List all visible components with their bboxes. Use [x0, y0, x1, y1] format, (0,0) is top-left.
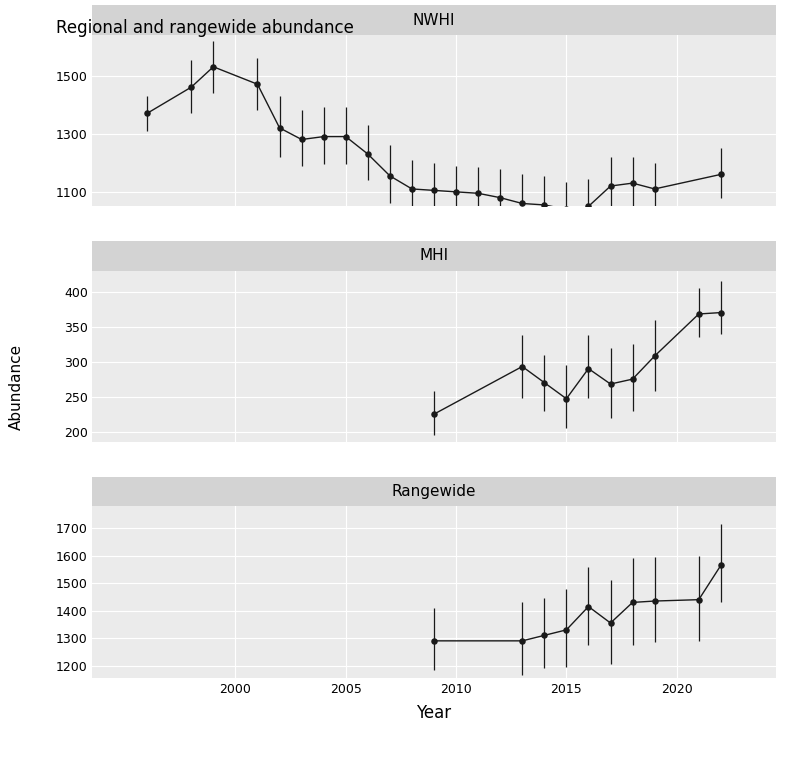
- Point: [560, 624, 573, 636]
- Text: Rangewide: Rangewide: [392, 484, 476, 499]
- Point: [560, 203, 573, 216]
- Point: [516, 197, 529, 209]
- Point: [383, 169, 396, 182]
- Point: [648, 595, 661, 608]
- Point: [450, 186, 462, 198]
- Point: [714, 559, 727, 571]
- Point: [427, 408, 440, 421]
- Text: NWHI: NWHI: [413, 12, 455, 28]
- Text: MHI: MHI: [419, 248, 449, 264]
- Point: [692, 308, 705, 320]
- Point: [604, 617, 617, 629]
- Point: [207, 60, 220, 73]
- Point: [538, 376, 550, 389]
- Point: [273, 121, 286, 134]
- Point: [648, 350, 661, 363]
- Point: [582, 363, 595, 375]
- Point: [362, 148, 374, 160]
- Text: Regional and rangewide abundance: Regional and rangewide abundance: [56, 19, 354, 37]
- Point: [626, 596, 639, 608]
- Point: [427, 184, 440, 196]
- Point: [692, 594, 705, 606]
- Point: [538, 629, 550, 642]
- Point: [472, 187, 485, 199]
- Point: [427, 635, 440, 647]
- X-axis label: Year: Year: [417, 704, 451, 722]
- Point: [604, 180, 617, 192]
- Point: [516, 635, 529, 647]
- Point: [251, 78, 264, 90]
- Point: [714, 169, 727, 181]
- Point: [626, 373, 639, 385]
- Point: [714, 306, 727, 318]
- Point: [494, 192, 506, 204]
- Point: [582, 200, 595, 213]
- Point: [538, 199, 550, 211]
- Point: [141, 107, 154, 120]
- Point: [185, 81, 198, 94]
- Point: [318, 131, 330, 143]
- Point: [648, 182, 661, 195]
- Point: [604, 378, 617, 390]
- Point: [560, 393, 573, 405]
- Point: [582, 601, 595, 613]
- Point: [516, 360, 529, 373]
- Text: Abundance: Abundance: [9, 343, 23, 430]
- Point: [295, 133, 308, 145]
- Point: [339, 131, 352, 143]
- Point: [406, 182, 418, 195]
- Point: [626, 177, 639, 189]
